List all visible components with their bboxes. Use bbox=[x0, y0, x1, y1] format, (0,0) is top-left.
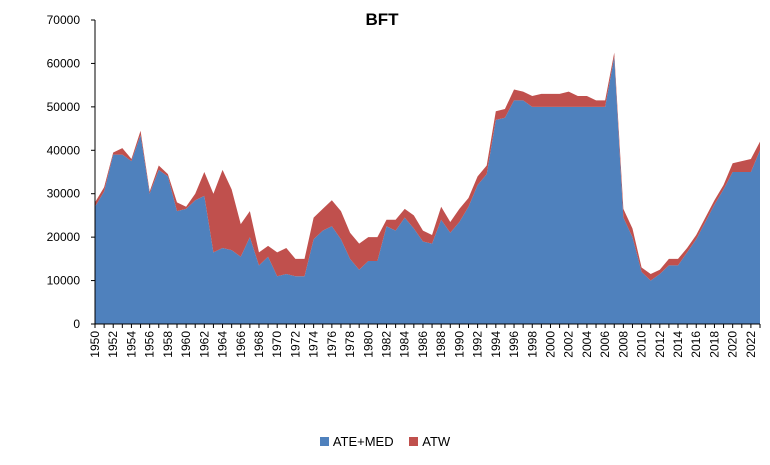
x-tick-label: 2010 bbox=[635, 331, 649, 358]
x-tick-label: 2006 bbox=[598, 331, 612, 358]
legend-item-atw: ATW bbox=[409, 434, 450, 449]
legend-label-atw: ATW bbox=[422, 434, 451, 449]
x-tick-label: 1996 bbox=[507, 331, 521, 358]
legend-swatch-atw bbox=[409, 437, 419, 446]
x-tick-label: 1990 bbox=[452, 331, 466, 358]
x-tick-label: 1998 bbox=[525, 331, 539, 358]
x-tick-label: 2000 bbox=[543, 331, 557, 358]
x-tick-label: 1994 bbox=[489, 331, 503, 358]
y-tick-label: 30000 bbox=[47, 187, 81, 201]
plot-areas bbox=[95, 52, 760, 324]
y-tick-label: 10000 bbox=[47, 274, 81, 288]
x-tick-label: 1966 bbox=[234, 331, 248, 358]
x-tick-label: 2012 bbox=[653, 331, 667, 358]
x-tick-label: 1968 bbox=[252, 331, 266, 358]
legend-label-ate-med: ATE+MED bbox=[332, 434, 394, 449]
x-tick-label: 2020 bbox=[726, 331, 740, 358]
x-tick-label: 2008 bbox=[616, 331, 630, 358]
y-tick-label: 60000 bbox=[47, 56, 81, 70]
x-tick-label: 2002 bbox=[562, 331, 576, 358]
x-tick-label: 1992 bbox=[471, 331, 485, 358]
x-tick-label: 1984 bbox=[398, 331, 412, 358]
x-tick-label: 2014 bbox=[671, 331, 685, 358]
area-series-ate-med bbox=[95, 56, 760, 324]
x-tick-label: 1960 bbox=[179, 331, 193, 358]
y-tick-label: 40000 bbox=[47, 143, 81, 157]
x-tick-label: 2018 bbox=[707, 331, 721, 358]
x-tick-label: 2004 bbox=[580, 331, 594, 358]
x-tick-label: 2016 bbox=[689, 331, 703, 358]
x-tick-label: 1956 bbox=[143, 331, 157, 358]
x-tick-label: 1952 bbox=[106, 331, 120, 358]
x-tick-label: 1976 bbox=[325, 331, 339, 358]
x-tick-label: 1970 bbox=[270, 331, 284, 358]
x-tick-label: 1962 bbox=[197, 331, 211, 358]
x-tick-label: 1980 bbox=[361, 331, 375, 358]
x-tick-label: 2022 bbox=[744, 331, 758, 358]
x-tick-label: 1974 bbox=[307, 331, 321, 358]
x-axis-ticks: 1950 1952 1954 1956 1958 1960 1962 1964 1966 1968… bbox=[88, 324, 761, 358]
area-series-atw bbox=[95, 52, 760, 281]
legend-swatch-ate-med bbox=[319, 437, 329, 446]
x-tick-label: 1958 bbox=[161, 331, 175, 358]
y-tick-label: 50000 bbox=[47, 100, 81, 114]
x-tick-label: 1978 bbox=[343, 331, 357, 358]
legend-item-ate-med: ATE+MED bbox=[319, 434, 394, 449]
x-tick-label: 1964 bbox=[216, 331, 230, 358]
y-tick-label: 20000 bbox=[47, 230, 81, 244]
x-tick-label: 1950 bbox=[88, 331, 102, 358]
x-tick-label: 1982 bbox=[380, 331, 394, 358]
x-tick-label: 1972 bbox=[288, 331, 302, 358]
chart-title: BFT bbox=[365, 10, 399, 29]
legend: ATE+MED ATW bbox=[0, 434, 770, 449]
x-tick-label: 1986 bbox=[416, 331, 430, 358]
y-tick-label: 70000 bbox=[47, 13, 81, 27]
x-tick-label: 1954 bbox=[124, 331, 138, 358]
x-tick-label: 1988 bbox=[434, 331, 448, 358]
y-tick-label: 0 bbox=[73, 317, 80, 331]
y-axis-ticks: 0 10000 20000 30000 40000 50000 60000 70000 bbox=[47, 13, 95, 331]
